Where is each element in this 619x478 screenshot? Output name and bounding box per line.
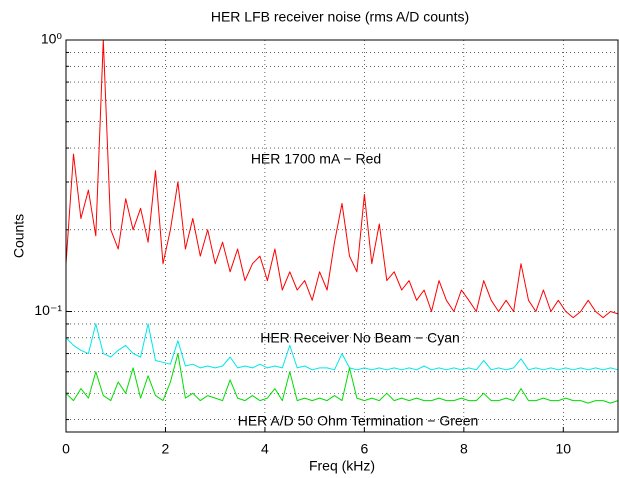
y-tick-label: 10⁻¹ — [34, 302, 62, 318]
y-tick-label: 10⁰ — [41, 31, 63, 47]
x-tick-label: 10 — [556, 441, 572, 457]
x-tick-label: 6 — [360, 441, 368, 457]
x-tick-label: 8 — [460, 441, 468, 457]
plot-frame — [65, 39, 619, 433]
x-tick-label: 0 — [62, 441, 70, 457]
annotation: HER A/D 50 Ohm Termination − Green — [238, 413, 479, 429]
x-tick-label: 4 — [261, 441, 269, 457]
annotation: HER 1700 mA − Red — [251, 151, 381, 167]
annotation: HER Receiver No Beam − Cyan — [260, 330, 460, 346]
x-axis-label: Freq (kHz) — [309, 458, 375, 474]
x-tick-label: 2 — [162, 441, 170, 457]
y-axis-label: Counts — [11, 214, 27, 258]
chart-title: HER LFB receiver noise (rms A/D counts) — [211, 9, 469, 25]
series-line — [65, 353, 619, 404]
series-line — [65, 323, 619, 371]
series-line — [65, 39, 619, 319]
